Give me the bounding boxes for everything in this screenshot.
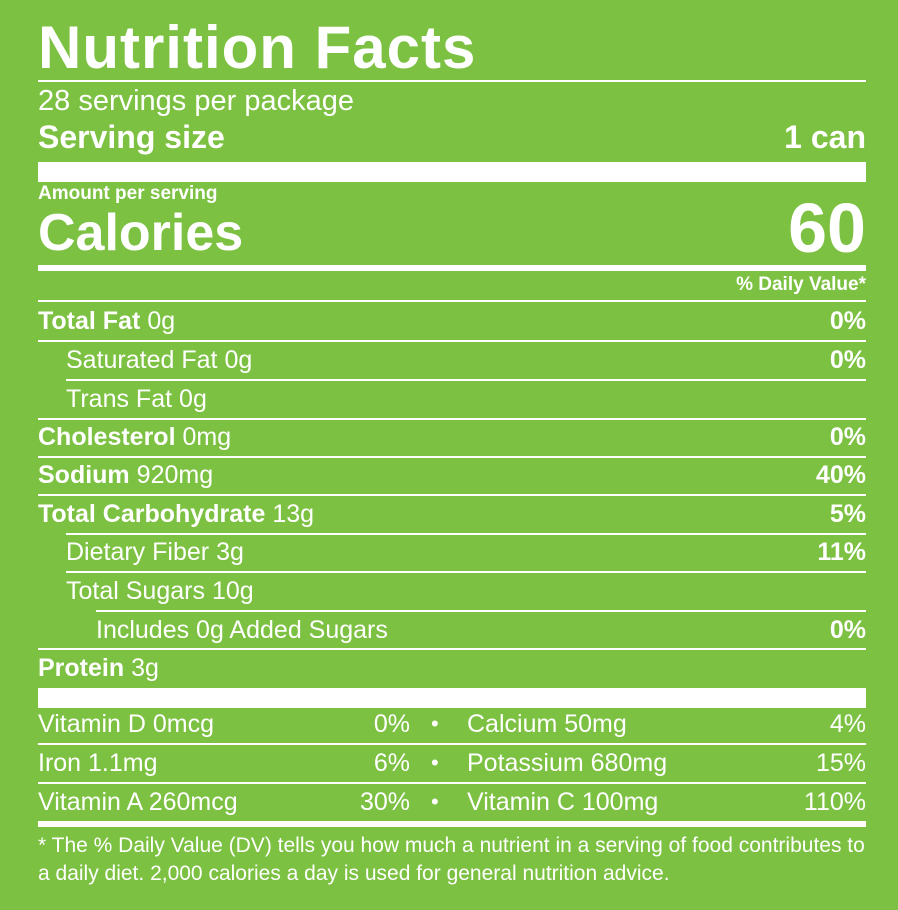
nutrient-name: Protein	[38, 654, 125, 682]
divider	[38, 456, 866, 458]
nutrient-row-added-sugars: Includes 0g Added Sugars 0%	[96, 611, 866, 649]
nutrient-amount: 3g	[216, 538, 244, 566]
nutrient-name: Cholesterol	[38, 423, 176, 451]
nutrient-row-dietary-fiber: Dietary Fiber 3g 11%	[66, 533, 866, 571]
nutrient-row-saturated-fat: Saturated Fat 0g 0%	[66, 341, 866, 379]
divider	[38, 80, 866, 82]
vitamin-item-calcium: Calcium 50mg 4%	[467, 705, 866, 743]
nutrient-dv: 5%	[829, 500, 866, 528]
medium-divider	[38, 265, 866, 271]
vitamin-dv: 110%	[803, 788, 866, 816]
nutrient-row-sodium: Sodium 920mg 40%	[38, 456, 866, 494]
nutrient-amount: 0mg	[182, 423, 232, 451]
label-title: Nutrition Facts	[38, 14, 477, 81]
vitamin-dv: 0%	[373, 710, 410, 738]
vitamin-dv: 6%	[373, 749, 410, 777]
nutrient-row-cholesterol: Cholesterol 0mg 0%	[38, 418, 866, 456]
nutrient-dv: 40%	[815, 461, 866, 489]
vitamin-item-vitamin-a: Vitamin A 260mcg 30%	[38, 783, 410, 821]
calories-label: Calories	[38, 204, 244, 262]
vitamin-name: Vitamin C 100mg	[467, 788, 659, 816]
divider	[38, 782, 866, 784]
nutrient-amount: 0g	[147, 307, 176, 335]
bullet-separator: •	[431, 711, 439, 736]
thick-divider	[38, 162, 866, 182]
medium-divider	[38, 821, 866, 827]
vitamin-item-vitamin-d: Vitamin D 0mcg 0%	[38, 705, 410, 743]
nutrient-dv: 0%	[829, 307, 866, 335]
footnote: * The % Daily Value (DV) tells you how m…	[38, 834, 865, 885]
amount-per-serving: Amount per serving	[38, 183, 218, 204]
nutrient-name: Includes 0g Added Sugars	[96, 616, 388, 644]
nutrient-name: Total Carbohydrate	[38, 500, 266, 528]
vitamin-dv: 15%	[815, 749, 866, 777]
divider	[38, 300, 866, 302]
nutrient-amount: 10g	[211, 577, 254, 605]
nutrient-amount: 13g	[272, 500, 315, 528]
divider	[66, 571, 866, 573]
bullet-separator: •	[431, 750, 439, 775]
nutrient-name: Sodium	[38, 461, 130, 489]
vitamin-name: Potassium 680mg	[467, 749, 668, 777]
divider	[38, 340, 866, 342]
divider	[96, 610, 866, 612]
nutrient-row-trans-fat: Trans Fat 0g	[66, 380, 866, 418]
nutrient-dv: 0%	[829, 616, 866, 644]
servings-per-package: 28 servings per package	[38, 85, 354, 117]
vitamin-name: Vitamin D 0mcg	[38, 710, 214, 738]
nutrient-dv: 11%	[817, 538, 866, 566]
nutrient-amount: 920mg	[136, 461, 214, 489]
daily-value-header: % Daily Value*	[736, 274, 866, 295]
nutrient-dv: 0%	[829, 423, 866, 451]
nutrient-row-total-carbohydrate: Total Carbohydrate 13g 5%	[38, 495, 866, 533]
nutrient-row-total-sugars: Total Sugars 10g	[66, 572, 866, 610]
vitamin-dv: 4%	[829, 710, 866, 738]
nutrient-name: Saturated Fat	[66, 346, 218, 374]
nutrient-amount: 0g	[224, 346, 253, 374]
divider	[38, 494, 866, 496]
nutrient-dv: 0%	[829, 346, 866, 374]
nutrient-amount: 3g	[131, 654, 159, 682]
vitamin-name: Iron 1.1mg	[38, 749, 158, 777]
vitamin-dv: 30%	[359, 788, 410, 816]
nutrient-name: Total Fat	[38, 307, 141, 335]
vitamin-name: Calcium 50mg	[467, 710, 627, 738]
bullet-separator: •	[431, 789, 439, 814]
vitamin-name: Vitamin A 260mcg	[38, 788, 238, 816]
calories-value: 60	[788, 189, 866, 267]
thick-divider	[38, 688, 866, 708]
serving-size-label: Serving size	[38, 119, 225, 155]
nutrient-row-total-fat: Total Fat 0g 0%	[38, 302, 866, 340]
vitamin-item-potassium: Potassium 680mg 15%	[467, 744, 866, 782]
divider	[38, 418, 866, 420]
nutrition-facts-label: Nutrition Facts 28 servings per package …	[38, 0, 866, 910]
divider	[38, 648, 866, 650]
nutrient-name: Dietary Fiber	[66, 538, 210, 566]
nutrient-name: Total Sugars	[66, 577, 205, 605]
nutrient-row-protein: Protein 3g	[38, 649, 866, 687]
serving-size-value: 1 can	[784, 119, 866, 155]
divider	[66, 379, 866, 381]
vitamin-item-iron: Iron 1.1mg 6%	[38, 744, 410, 782]
vitamin-item-vitamin-c: Vitamin C 100mg 110%	[467, 783, 866, 821]
nutrient-name: Trans Fat	[66, 385, 173, 413]
divider	[66, 533, 866, 535]
divider	[38, 743, 866, 745]
nutrient-amount: 0g	[179, 385, 207, 413]
